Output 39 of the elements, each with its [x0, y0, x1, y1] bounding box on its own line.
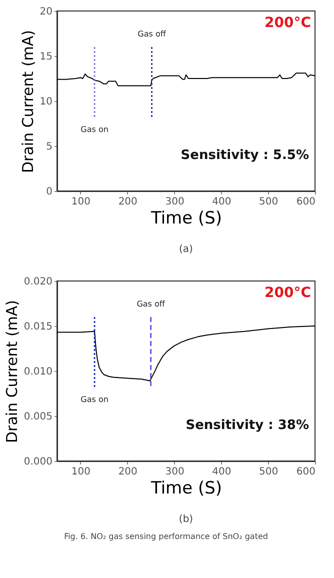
- caption: Fig. 6. NO₂ gas sensing performance of SnO₂ gated: [64, 532, 268, 541]
- y-tick-label: 0.005: [24, 412, 52, 422]
- ref-line-label: Gas off: [136, 299, 166, 308]
- y-tick-label: 0: [46, 186, 52, 198]
- x-axis-title: Time (S): [150, 478, 222, 498]
- x-tick-label: 200: [118, 196, 138, 208]
- x-tick-label: 200: [118, 466, 138, 478]
- x-tick-label: 500: [259, 196, 278, 208]
- x-tick-label: 400: [212, 466, 232, 478]
- line-series: [56, 326, 316, 382]
- annotation: Sensitivity : 5.5%: [180, 148, 309, 163]
- text: (a): [179, 244, 194, 255]
- y-tick-label: 0.010: [24, 366, 52, 378]
- x-tick-label: 300: [165, 466, 184, 478]
- x-tick-label: 600: [296, 196, 316, 208]
- ref-line-label: Gas on: [80, 394, 108, 404]
- y-axis-title: Drain Current (mA): [2, 300, 21, 444]
- y-tick-label: 10: [40, 96, 52, 108]
- ref-line-label: Gas on: [80, 124, 108, 134]
- ref-line-label: Gas off: [138, 29, 166, 38]
- y-axis-title: Drain Current (mA): [18, 30, 37, 174]
- x-tick-label: 300: [165, 196, 184, 208]
- y-tick-label: 0.020: [24, 276, 52, 288]
- annotation: 200°C: [264, 285, 311, 301]
- y-tick-label: 15: [40, 52, 52, 62]
- y-tick-label: 0.000: [24, 456, 52, 468]
- x-axis-title: Time (S): [150, 208, 222, 228]
- x-tick-label: 500: [259, 466, 278, 478]
- x-tick-label: 400: [212, 196, 232, 208]
- x-tick-label: 600: [296, 466, 316, 478]
- text: (b): [178, 514, 194, 525]
- x-tick-label: 100: [71, 466, 90, 478]
- annotation: Sensitivity : 38%: [186, 418, 309, 433]
- line-series: [56, 72, 316, 86]
- annotation: 200°C: [264, 15, 311, 31]
- y-tick-label: 5: [46, 142, 52, 152]
- y-tick-label: 20: [40, 6, 52, 18]
- y-tick-label: 0.015: [24, 322, 52, 332]
- x-tick-label: 100: [71, 196, 90, 208]
